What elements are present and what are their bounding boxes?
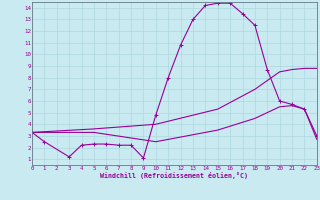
X-axis label: Windchill (Refroidissement éolien,°C): Windchill (Refroidissement éolien,°C) (100, 172, 248, 179)
